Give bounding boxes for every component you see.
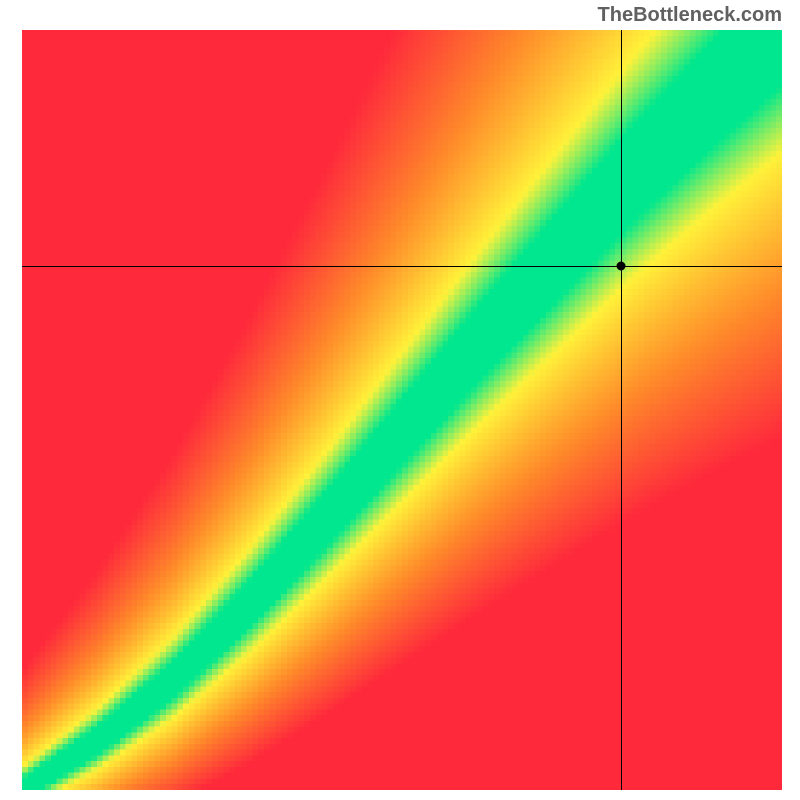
watermark-text: TheBottleneck.com (598, 4, 782, 27)
crosshair-horizontal (22, 266, 782, 267)
chart-container: TheBottleneck.com (0, 0, 800, 800)
plot-area (22, 30, 782, 790)
crosshair-vertical (621, 30, 622, 790)
crosshair-marker (616, 261, 625, 270)
heatmap-canvas (22, 30, 782, 790)
